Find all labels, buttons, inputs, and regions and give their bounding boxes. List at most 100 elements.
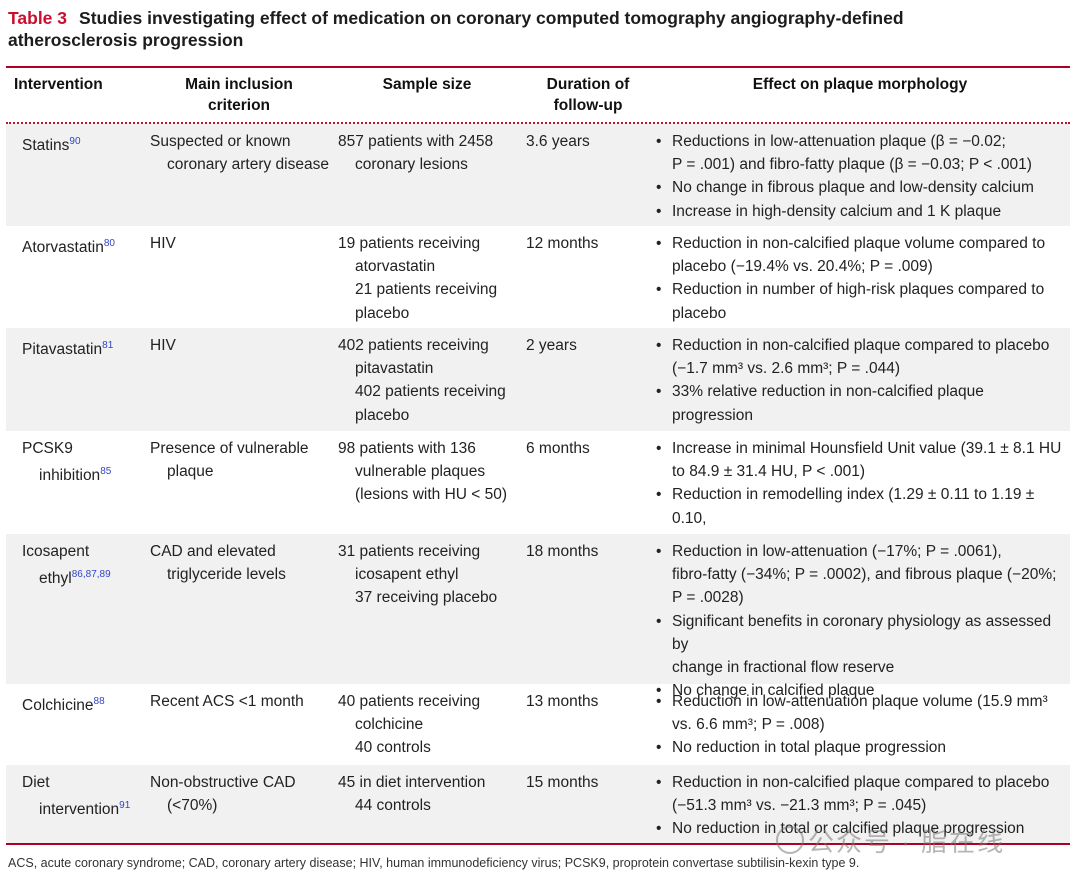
effect-text: Increase in minimal Hounsfield Unit valu…	[672, 440, 1062, 457]
bullet-icon: •	[656, 440, 662, 457]
cell-intervention: PCSK9 inhibition85	[22, 437, 146, 487]
bullet-icon: •	[656, 337, 662, 354]
effect-text: vs. 6.6 mm³; P = .008)	[672, 716, 825, 734]
effect-item: • Significant benefits in coronary physio…	[656, 610, 1068, 680]
intervention-line: ethyl86,87,89	[22, 563, 146, 590]
bullet-icon: •	[656, 739, 662, 757]
cell-sample: 98 patients with 136 vulnerable plaques (l…	[338, 437, 522, 507]
cell-duration: 3.6 years	[526, 133, 590, 150]
effect-text: Reductions in low-attenuation plaque (β …	[672, 133, 1006, 150]
cell-criterion: HIV	[150, 232, 340, 255]
cell-duration: 15 months	[526, 774, 599, 791]
effect-item: • Reduction in low-attenuation (−17%; P =…	[656, 540, 1068, 610]
cell-sample-line: 402 patients receiving	[338, 337, 489, 354]
bullet-icon: •	[656, 235, 662, 252]
cell-effect: • Reduction in low-attenuation (−17%; P =…	[656, 540, 1068, 702]
reference-link[interactable]: 85	[100, 466, 112, 478]
watermark-text: 公众号 · 脂在线	[808, 827, 1006, 857]
effect-item: • Reduction in non-calcified plaque compa…	[656, 334, 1068, 380]
cell-criterion-line: (<70%)	[167, 797, 218, 815]
cell-sample-line: 45 in diet intervention	[338, 774, 486, 791]
effect-text: Reduction in non-calcified plaque compar…	[672, 337, 1050, 354]
bullet-icon: •	[656, 612, 662, 630]
effect-item: • No change in calcified plaque	[656, 679, 1068, 702]
effect-list: • Reduction in non-calcified plaque compa…	[656, 771, 1068, 841]
cell-duration: 6 months	[526, 440, 590, 457]
intervention-line: Statins90	[22, 130, 146, 157]
cell-duration: 2 years	[526, 337, 577, 354]
effect-text: fibro-fatty (−34%; P = .0002), and fibro…	[672, 566, 1057, 584]
effect-item: • Reductions in low-attenuation plaque (β…	[656, 130, 1068, 176]
bottom-rule	[6, 843, 1070, 845]
bullet-icon: •	[656, 543, 662, 560]
cell-effect: • Reduction in non-calcified plaque compa…	[656, 334, 1068, 427]
bullet-icon: •	[656, 486, 662, 504]
effect-text: placebo (−19.4% vs. 20.4%; P = .009)	[672, 258, 933, 276]
cell-criterion-line: plaque	[167, 463, 214, 481]
col-header-effect: Effect on plaque morphology	[752, 76, 968, 93]
effect-list: • Reduction in non-calcified plaque compa…	[656, 334, 1068, 427]
bullet-icon: •	[656, 774, 662, 791]
cell-sample: 31 patients receiving icosapent ethyl 37 r…	[338, 540, 522, 610]
intervention-name: ethyl	[39, 570, 72, 588]
cell-sample: 45 in diet intervention 44 controls	[338, 771, 522, 817]
cell-intervention: Diet intervention91	[22, 771, 146, 821]
table-footnote: ACS, acute coronary syndrome; CAD, coron…	[8, 856, 860, 870]
top-rule	[6, 66, 1070, 68]
effect-item: • No change in fibrous plaque and low-den…	[656, 176, 1068, 199]
effect-list: • Reductions in low-attenuation plaque (β…	[656, 130, 1068, 223]
cell-sample-line: colchicine	[355, 716, 424, 734]
intervention-name: inhibition	[39, 467, 101, 485]
cell-criterion: Non-obstructive CAD (<70%)	[150, 771, 340, 817]
reference-link[interactable]: 90	[69, 136, 81, 147]
cell-sample: 857 patients with 2458 coronary lesions	[338, 130, 522, 176]
effect-item: • Reduction in low-attenuation plaque vol…	[656, 690, 1068, 736]
table-row: Icosapent ethyl86,87,89 CAD and elevated tr…	[6, 534, 1070, 699]
cell-effect: • Reduction in low-attenuation plaque vol…	[656, 690, 1068, 760]
cell-sample: 40 patients receiving colchicine 40 contro…	[338, 690, 522, 760]
bullet-icon: •	[656, 820, 662, 838]
reference-link[interactable]: 80	[103, 238, 115, 249]
cell-criterion-line: Suspected or known	[150, 133, 291, 150]
effect-text: (−1.7 mm³ vs. 2.6 mm³; P = .044)	[672, 360, 900, 378]
effect-item: • Increase in high-density calcium and 1 …	[656, 200, 1068, 223]
intervention-name: PCSK9	[22, 440, 73, 457]
intervention-name: Statins	[22, 137, 70, 154]
reference-link[interactable]: 86,87,89	[71, 569, 111, 581]
table-title: Table 3 Studies investigating effect of m…	[8, 7, 1068, 51]
intervention-name: Icosapent	[22, 543, 90, 560]
table-row: Pitavastatin81 HIV 402 patients receiving p…	[6, 328, 1070, 431]
cell-sample-line: 19 patients receiving	[338, 235, 481, 252]
effect-text: No reduction in total or calcified plaqu…	[672, 820, 1025, 838]
cell-criterion-line: triglyceride levels	[167, 566, 286, 584]
intervention-name: Colchicine	[22, 697, 94, 714]
cell-sample-line: vulnerable plaques	[355, 463, 486, 481]
cell-intervention: Colchicine88	[22, 690, 146, 717]
effect-list: • Reduction in low-attenuation (−17%; P =…	[656, 540, 1068, 702]
cell-sample-line: 44 controls	[355, 797, 431, 815]
bullet-icon: •	[656, 133, 662, 150]
cell-sample-line: 98 patients with 136	[338, 440, 476, 457]
cell-intervention: Statins90	[22, 130, 146, 157]
cell-sample-line: atorvastatin	[355, 258, 436, 276]
table-row: Diet intervention91 Non-obstructive CAD (<7…	[6, 765, 1070, 843]
table-row: Colchicine88 Recent ACS <1 month 40 patien…	[6, 684, 1070, 765]
effect-text: to 84.9 ± 31.4 HU, P < .001)	[672, 463, 866, 481]
reference-link[interactable]: 81	[102, 340, 114, 351]
cell-intervention: Pitavastatin81	[22, 334, 146, 361]
effect-text: Reduction in low-attenuation plaque volu…	[672, 693, 1048, 710]
cell-effect: • Reductions in low-attenuation plaque (β…	[656, 130, 1068, 223]
effect-list: • Reduction in low-attenuation plaque vol…	[656, 690, 1068, 760]
cell-sample-line: icosapent ethyl	[355, 566, 459, 584]
effect-text: Reduction in non-calcified plaque volume…	[672, 235, 1046, 252]
reference-link[interactable]: 88	[93, 696, 105, 707]
effect-text: Reduction in non-calcified plaque compar…	[672, 774, 1050, 791]
reference-link[interactable]: 91	[119, 800, 131, 812]
cell-criterion-line: CAD and elevated	[150, 543, 276, 560]
table-number: Table 3	[8, 8, 68, 28]
intervention-line: Colchicine88	[22, 690, 146, 717]
effect-text: placebo	[672, 304, 727, 322]
bullet-icon: •	[656, 281, 662, 299]
effect-item: • Reduction in number of high-risk plaque…	[656, 278, 1068, 324]
effect-text: Reduction in low-attenuation (−17%; P = …	[672, 543, 1002, 560]
